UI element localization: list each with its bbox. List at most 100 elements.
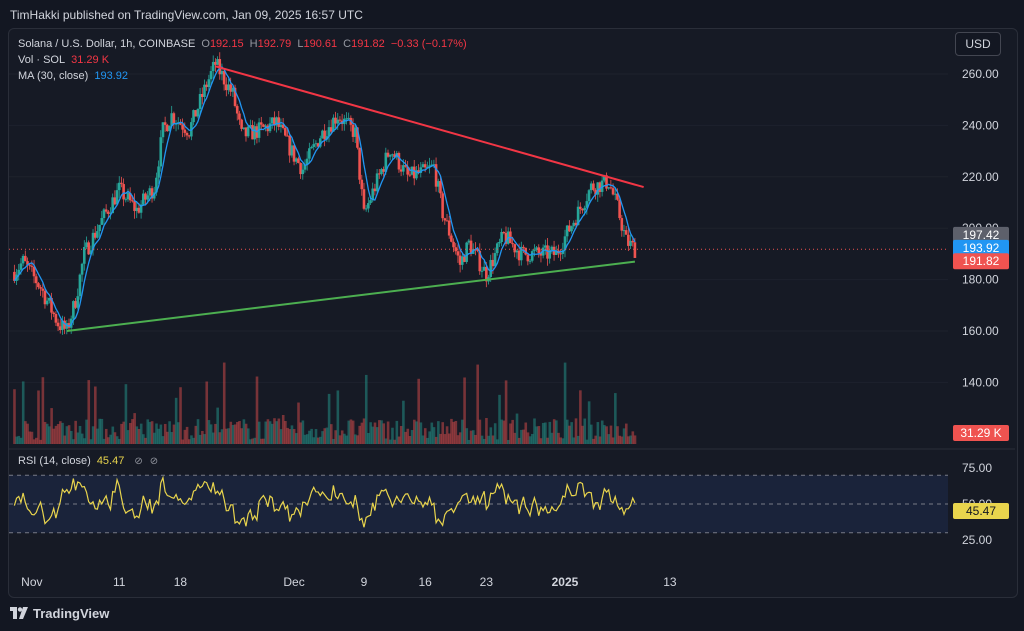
volume-bar	[137, 428, 141, 444]
candle-body	[253, 126, 257, 140]
candle-body	[259, 122, 263, 125]
volume-label[interactable]: Vol · SOL	[18, 54, 66, 66]
volume-bar	[251, 438, 254, 444]
candle-body	[570, 226, 573, 232]
candle-body	[327, 127, 331, 137]
candle-body	[371, 188, 375, 201]
candle-body	[415, 170, 418, 179]
volume-bar	[402, 400, 405, 444]
volume-bar	[303, 434, 307, 444]
visibility-icon[interactable]: ⊘	[149, 456, 159, 467]
volume-bar	[445, 426, 449, 444]
ma-price-badge-bg	[953, 239, 1009, 256]
volume-bar	[550, 432, 554, 444]
candle-body	[249, 125, 252, 127]
volume-bar	[358, 425, 361, 444]
volume-bar	[404, 431, 407, 444]
candle-body	[82, 246, 86, 264]
volume-bar	[598, 436, 602, 444]
resistance-trendline	[215, 65, 644, 189]
volume-bar	[161, 436, 165, 444]
candle-body	[30, 265, 34, 267]
volume-bar	[395, 420, 399, 444]
candle-body	[480, 270, 484, 272]
candle-body	[406, 166, 409, 175]
candle-body	[439, 181, 442, 194]
volume-bar	[329, 424, 333, 444]
volume-bar	[415, 421, 418, 444]
volume-bar	[517, 437, 521, 444]
candle-body	[72, 301, 75, 319]
low-label: L	[297, 38, 304, 50]
ma-price-badge: 193.92	[953, 239, 1009, 256]
volume-bar	[384, 438, 388, 444]
candle-body	[52, 312, 55, 315]
volume-bar	[150, 421, 154, 444]
volume-bar	[222, 362, 226, 444]
candle-body	[489, 259, 492, 278]
volume-bar	[413, 419, 416, 444]
hide-icon[interactable]: ⊘	[134, 456, 143, 467]
tradingview-logo[interactable]: TradingView	[10, 606, 109, 621]
price-tick-label: 240.00	[962, 118, 999, 132]
candle-body	[421, 164, 425, 168]
time-tick-label: 23	[480, 575, 494, 589]
volume-bar	[472, 430, 475, 444]
volume-bar	[537, 426, 541, 444]
candle-body	[627, 234, 630, 246]
volume-bar	[476, 364, 479, 444]
candle-body	[107, 211, 110, 214]
candle-body	[141, 193, 145, 205]
volume-bar	[552, 419, 556, 444]
candle-body	[384, 152, 388, 172]
volume-bar	[21, 381, 25, 444]
rsi-label[interactable]: RSI (14, close)	[18, 455, 91, 467]
candle-body	[500, 232, 503, 243]
volume-bar	[155, 423, 158, 444]
volume-bar	[113, 432, 117, 444]
volume-bar	[559, 437, 563, 444]
candle-body	[377, 173, 381, 175]
last-price-badge: 191.82	[953, 253, 1009, 270]
candle-body	[633, 242, 637, 258]
volume-bar	[496, 439, 499, 444]
volume-bar	[426, 437, 429, 444]
volume-bar	[139, 423, 143, 444]
volume-bar	[454, 420, 458, 444]
legend-rsi-row: RSI (14, close) 45.47 ⊘ ⊘	[18, 455, 161, 467]
candle-body	[48, 297, 51, 301]
currency-button[interactable]: USD	[955, 32, 1001, 56]
candle-body	[32, 266, 36, 277]
candle-body	[528, 260, 532, 262]
volume-bar	[526, 432, 530, 444]
volume-bar	[375, 427, 379, 444]
volume-bar	[579, 390, 582, 444]
volume-bar	[338, 435, 342, 444]
volume-bar	[279, 429, 283, 444]
volume-bar	[41, 377, 45, 444]
candle-body	[589, 183, 593, 191]
volume-bar	[334, 430, 337, 444]
volume-bar	[607, 434, 611, 444]
candle-body	[277, 117, 281, 127]
volume-bar	[308, 430, 311, 444]
volume-bar	[264, 421, 268, 444]
volume-bar	[430, 422, 434, 444]
high-price-badge-bg	[953, 226, 1009, 243]
volume-bar	[509, 423, 512, 444]
ma-label[interactable]: MA (30, close)	[18, 70, 89, 82]
candle-body	[198, 93, 202, 109]
volume-bar	[229, 421, 233, 444]
volume-bar	[511, 419, 514, 444]
volume-bar	[491, 435, 495, 444]
candle-body	[572, 222, 576, 227]
candle-body	[192, 110, 195, 123]
candle-body	[563, 236, 567, 251]
candle-body	[268, 123, 272, 132]
candle-body	[305, 158, 309, 165]
candle-body	[58, 326, 62, 331]
volume-bar	[465, 428, 469, 444]
symbol-title[interactable]: Solana / U.S. Dollar, 1h, COINBASE	[18, 38, 196, 50]
volume-bar	[244, 423, 248, 444]
